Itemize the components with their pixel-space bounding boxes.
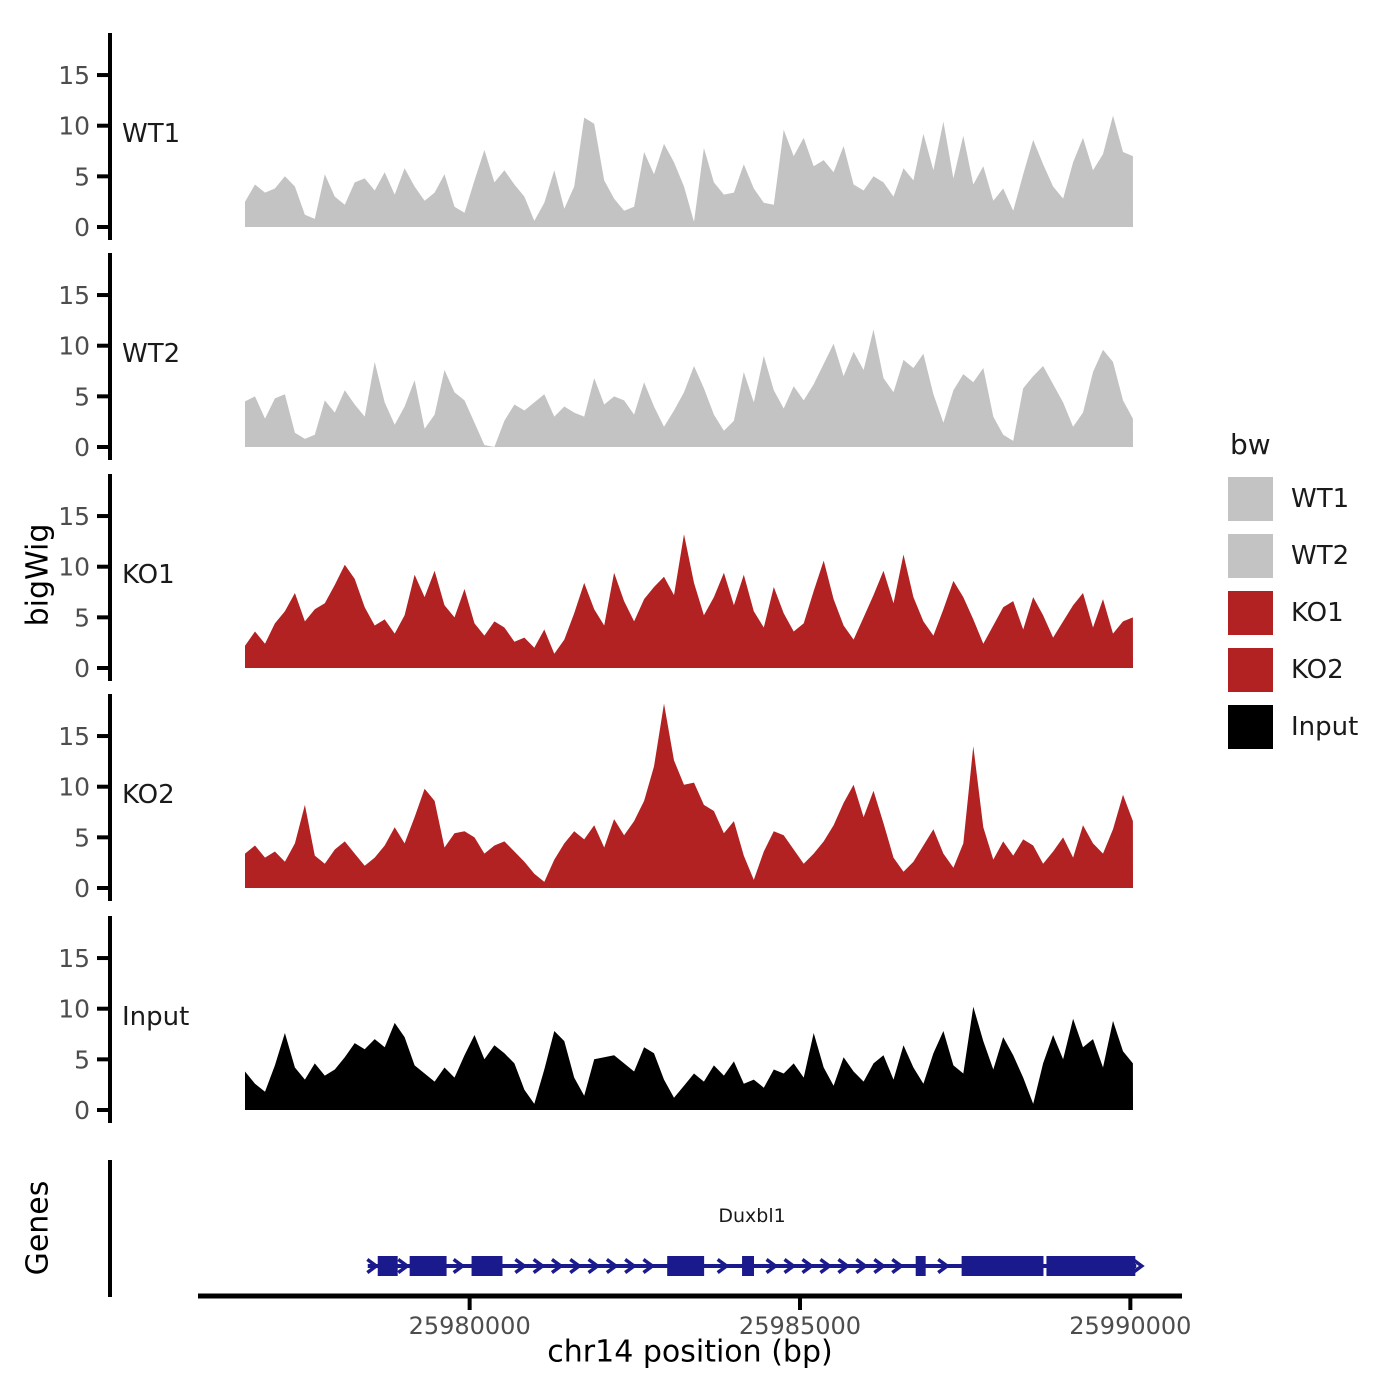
y-tick-label-input: 10	[58, 995, 90, 1024]
track-area-ko1	[245, 534, 1133, 668]
gene-strand-chevron	[765, 1258, 779, 1274]
y-tick-label-ko1: 15	[58, 502, 90, 531]
track-area-wt2	[245, 329, 1133, 447]
y-axis-title-genes: Genes	[20, 1180, 56, 1276]
track-label-ko1: KO1	[122, 560, 175, 590]
y-tick-label-input: 15	[58, 944, 90, 973]
legend-key-wt2-label: WT2	[1291, 541, 1350, 571]
x-axis-title: chr14 position (bp)	[547, 1334, 833, 1370]
x-tick-label: 25980000	[409, 1312, 531, 1340]
gene-strand-chevron	[819, 1258, 833, 1274]
legend-item-input: Input	[1228, 705, 1358, 749]
gene-exon	[667, 1256, 705, 1276]
gene-strand-chevron	[605, 1258, 619, 1274]
gene-strand-chevron	[452, 1258, 466, 1274]
gene-strand-chevron	[514, 1258, 528, 1274]
gene-strand-chevron	[891, 1258, 905, 1274]
gene-strand-chevron	[550, 1258, 564, 1274]
y-tick-label-ko2: 10	[58, 773, 90, 802]
legend-key-ko2-swatch	[1228, 648, 1273, 692]
y-tick-label-ko2: 5	[74, 823, 90, 852]
y-tick-label-ko1: 0	[74, 654, 90, 683]
gene-end-arrow	[1131, 1258, 1145, 1274]
y-tick-label-wt2: 0	[74, 433, 90, 462]
y-tick-label-ko2: 0	[74, 874, 90, 903]
x-tick-label: 25990000	[1069, 1312, 1191, 1340]
legend-key-ko1-swatch	[1228, 591, 1273, 635]
gene-strand-chevron	[783, 1258, 797, 1274]
y-tick-label-wt1: 0	[74, 213, 90, 242]
y-tick-label-wt1: 15	[58, 61, 90, 90]
y-tick-label-ko1: 5	[74, 603, 90, 632]
y-tick-label-wt2: 15	[58, 281, 90, 310]
track-area-wt1	[245, 115, 1133, 227]
legend-items: WT1 WT2 KO1 KO2 Input	[1228, 477, 1358, 749]
gene-strand-chevron	[855, 1258, 869, 1274]
y-tick-label-wt1: 5	[74, 162, 90, 191]
x-tick-label: 25985000	[739, 1312, 861, 1340]
legend-item-wt2: WT2	[1228, 534, 1358, 578]
gene-label: Duxbl1	[718, 1205, 785, 1227]
legend-key-input-swatch	[1228, 705, 1273, 749]
legend: bw WT1 WT2 KO1 KO2 Input	[1228, 428, 1358, 749]
gene-strand-chevron	[837, 1258, 851, 1274]
y-tick-label-input: 0	[74, 1096, 90, 1125]
legend-item-wt1: WT1	[1228, 477, 1358, 521]
gene-strand-chevron	[801, 1258, 815, 1274]
legend-key-wt2-swatch	[1228, 534, 1273, 578]
y-tick-label-input: 5	[74, 1045, 90, 1074]
gene-strand-chevron	[716, 1258, 730, 1274]
y-tick-label-wt2: 10	[58, 332, 90, 361]
gene-strand-chevron	[569, 1258, 583, 1274]
y-tick-label-ko1: 10	[58, 553, 90, 582]
legend-title: bw	[1230, 428, 1271, 461]
legend-key-wt1-swatch	[1228, 477, 1273, 521]
y-axis-title-bigwig: bigWig	[20, 523, 56, 627]
gene-exon	[742, 1256, 755, 1276]
track-area-ko2	[245, 703, 1133, 888]
gene-strand-chevron	[873, 1258, 887, 1274]
track-label-wt2: WT2	[122, 339, 180, 369]
y-tick-label-wt1: 10	[58, 112, 90, 141]
legend-item-ko2: KO2	[1228, 648, 1358, 692]
gene-exon	[409, 1256, 447, 1276]
track-label-wt1: WT1	[122, 119, 180, 149]
gene-exon	[1046, 1256, 1136, 1276]
y-tick-label-ko2: 15	[58, 722, 90, 751]
gene-strand-chevron	[642, 1258, 656, 1274]
gene-strand-chevron	[532, 1258, 546, 1274]
gene-exon	[915, 1256, 926, 1276]
legend-item-ko1: KO1	[1228, 591, 1358, 635]
y-tick-label-wt2: 5	[74, 382, 90, 411]
track-label-ko2: KO2	[122, 780, 175, 810]
legend-key-ko1-label: KO1	[1291, 598, 1344, 628]
gene-strand-chevron	[587, 1258, 601, 1274]
legend-key-ko2-label: KO2	[1291, 655, 1344, 685]
gene-exon	[961, 1256, 1044, 1276]
gene-exon	[471, 1256, 503, 1276]
gene-strand-chevron	[937, 1258, 951, 1274]
track-label-input: Input	[122, 1002, 189, 1032]
legend-key-input-label: Input	[1291, 712, 1359, 742]
gene-exon	[377, 1256, 398, 1276]
legend-key-wt1-label: WT1	[1291, 484, 1350, 514]
gene-strand-chevron	[366, 1258, 380, 1274]
gene-strand-chevron	[397, 1258, 411, 1274]
track-area-input	[245, 1006, 1133, 1110]
gene-strand-chevron	[624, 1258, 638, 1274]
